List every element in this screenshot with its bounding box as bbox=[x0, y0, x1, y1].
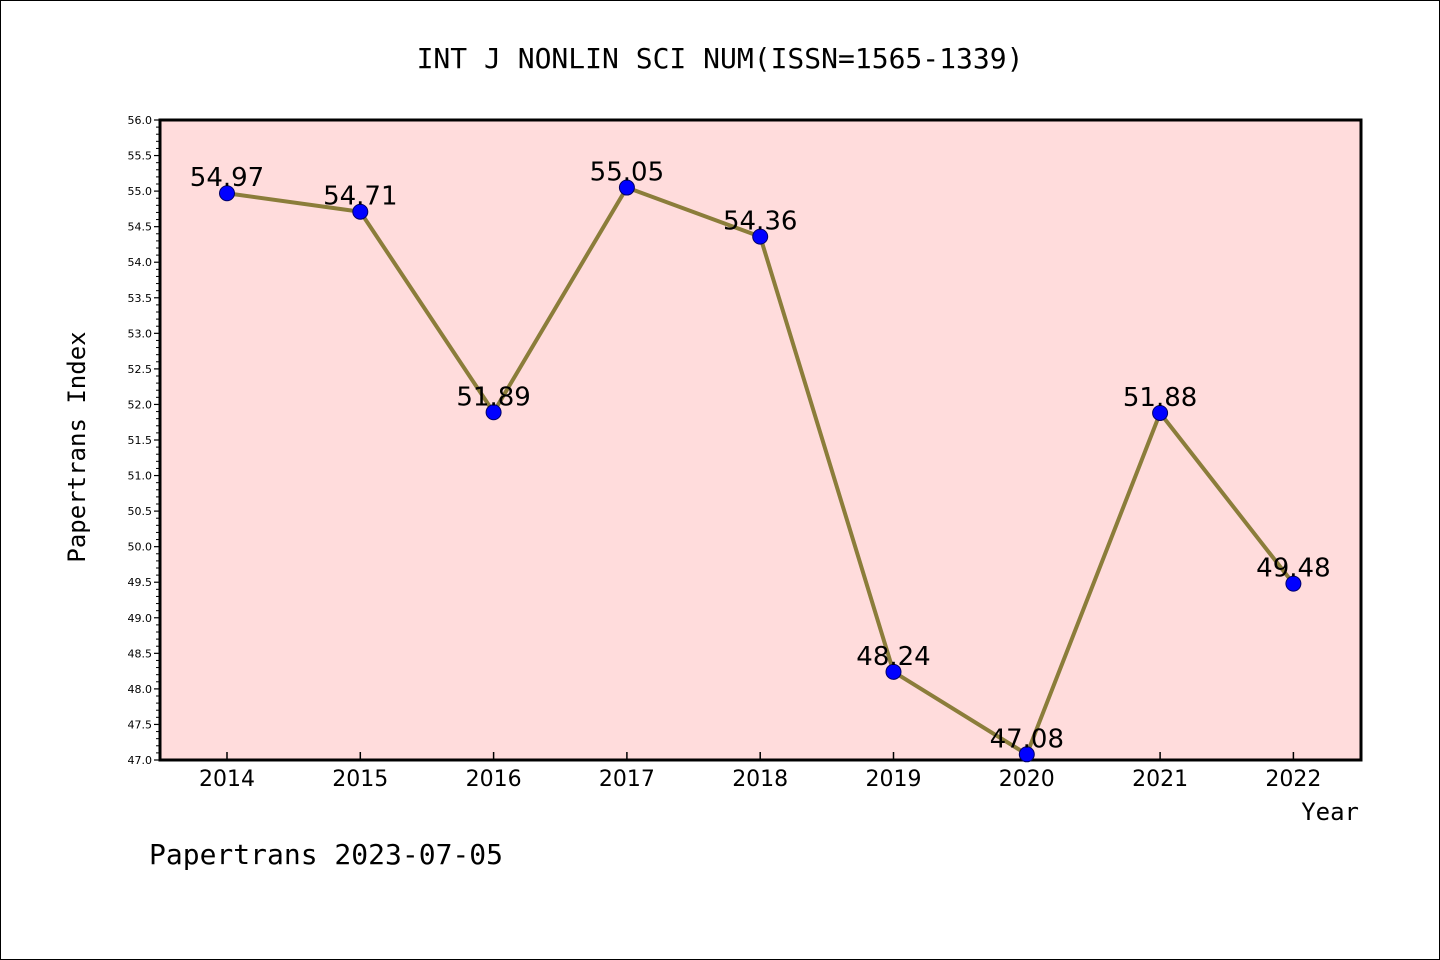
y-axis-minor-ticks bbox=[156, 126, 160, 754]
y-tick-label: 48.0 bbox=[128, 683, 153, 696]
y-tick-label: 52.0 bbox=[128, 398, 153, 411]
data-point bbox=[1285, 575, 1302, 592]
y-tick-label: 47.5 bbox=[128, 718, 153, 731]
y-axis-label: Papertrans Index bbox=[63, 331, 91, 562]
y-tick-label: 49.5 bbox=[128, 576, 153, 589]
data-label: 47.08 bbox=[990, 724, 1064, 754]
x-tick-label: 2022 bbox=[1265, 767, 1321, 792]
data-labels: 54.97 54.71 51.89 55.05 54.36 48.24 47.08 51.88… bbox=[190, 158, 1331, 755]
y-tick-label: 55.0 bbox=[128, 185, 153, 198]
data-label: 48.24 bbox=[856, 642, 930, 672]
chart-title: INT J NONLIN SCI NUM(ISSN=1565-1339) bbox=[417, 42, 1024, 75]
data-label: 54.71 bbox=[323, 182, 397, 212]
data-label: 55.05 bbox=[590, 158, 664, 188]
y-tick-label: 53.0 bbox=[128, 327, 153, 340]
plot-area bbox=[158, 118, 1363, 762]
y-tick-label: 53.5 bbox=[128, 292, 153, 305]
data-point bbox=[885, 663, 902, 680]
x-tick-label: 2021 bbox=[1132, 767, 1188, 792]
x-tick-label: 2020 bbox=[999, 767, 1055, 792]
y-tick-label: 48.5 bbox=[128, 647, 153, 660]
x-tick-label: 2016 bbox=[466, 767, 522, 792]
y-axis: 47.0 47.5 48.0 48.5 49.0 49.5 50.0 50.5 51.0 51.5… bbox=[128, 114, 160, 767]
data-label: 54.97 bbox=[190, 163, 264, 193]
y-tick-label: 56.0 bbox=[128, 114, 153, 127]
y-tick-label: 49.0 bbox=[128, 612, 153, 625]
x-tick-label: 2015 bbox=[332, 767, 388, 792]
x-tick-label: 2014 bbox=[199, 767, 255, 792]
y-tick-label: 50.0 bbox=[128, 541, 153, 554]
data-point bbox=[1018, 746, 1035, 763]
data-point bbox=[219, 185, 235, 202]
data-point bbox=[1152, 404, 1169, 421]
data-label: 51.88 bbox=[1123, 383, 1197, 413]
y-tick-label: 47.0 bbox=[128, 754, 153, 767]
y-tick-label: 54.0 bbox=[128, 256, 153, 269]
x-tick-label: 2018 bbox=[732, 767, 788, 792]
data-label: 49.48 bbox=[1256, 554, 1330, 584]
footer-text: Papertrans 2023-07-05 bbox=[149, 838, 503, 871]
data-label: 54.36 bbox=[723, 207, 797, 237]
series-markers bbox=[219, 179, 1302, 763]
x-axis-label: Year bbox=[1301, 798, 1359, 826]
y-tick-label: 54.5 bbox=[128, 221, 153, 234]
data-point bbox=[752, 228, 769, 245]
y-tick-label: 52.5 bbox=[128, 363, 153, 376]
x-tick-label: 2019 bbox=[866, 767, 922, 792]
x-tick-label: 2017 bbox=[599, 767, 655, 792]
data-point bbox=[618, 179, 635, 196]
data-label: 51.89 bbox=[456, 382, 530, 412]
y-tick-label: 50.5 bbox=[128, 505, 153, 518]
x-axis: 2014 2015 2016 2017 2018 2019 2020 2021 2022 bbox=[199, 752, 1321, 792]
y-tick-label: 51.0 bbox=[128, 470, 153, 483]
data-point bbox=[352, 203, 369, 220]
data-point bbox=[485, 404, 502, 421]
y-tick-label: 51.5 bbox=[128, 434, 153, 447]
y-tick-label: 55.5 bbox=[128, 150, 153, 163]
